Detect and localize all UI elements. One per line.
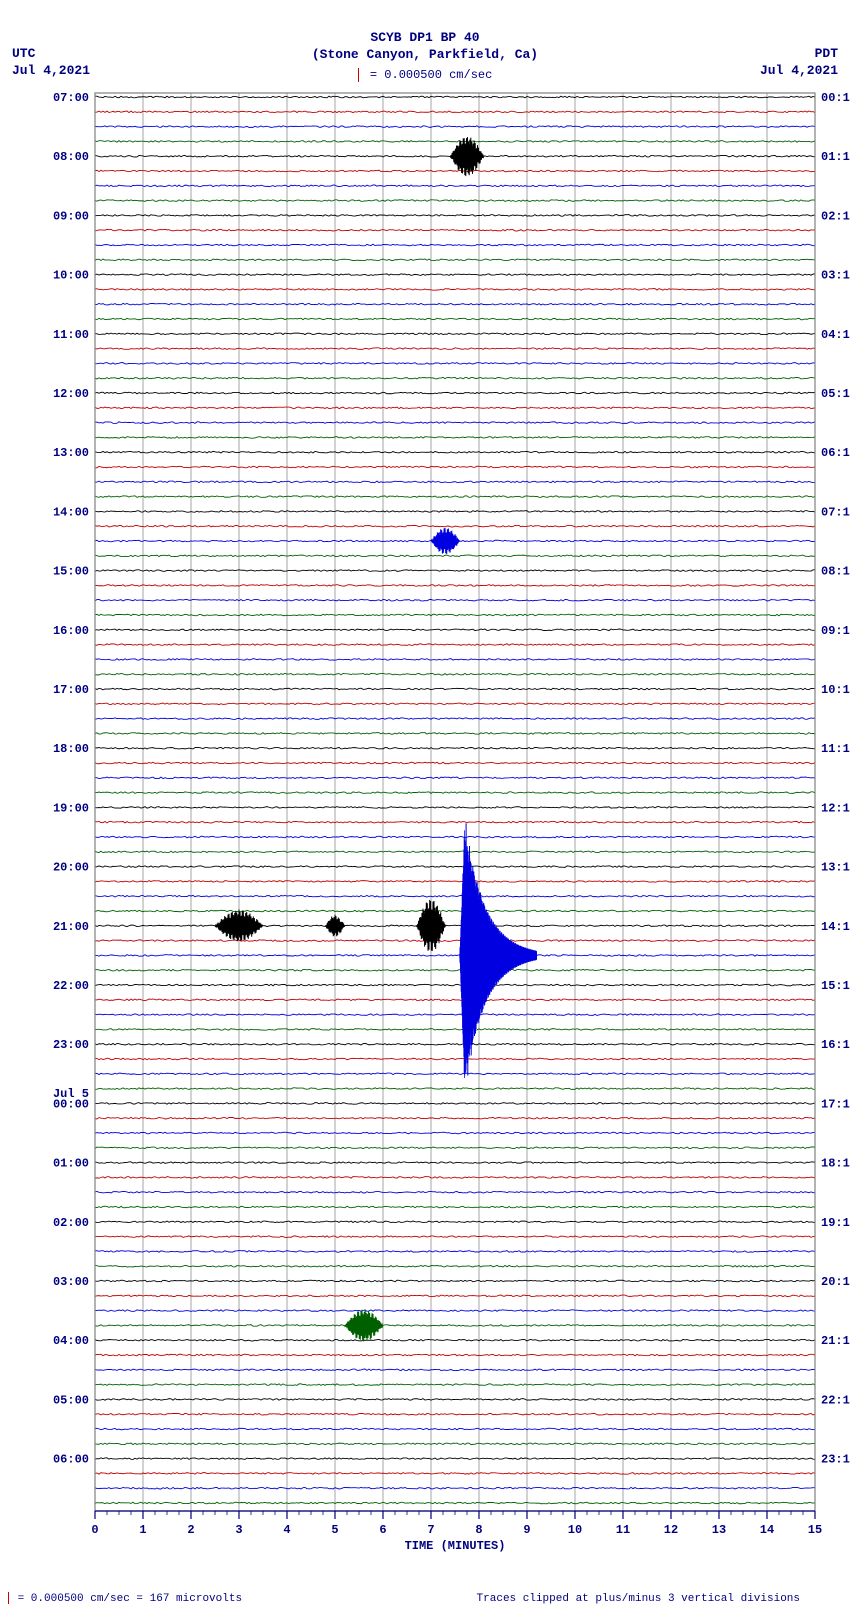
- svg-text:06:15: 06:15: [821, 446, 850, 460]
- svg-text:08:15: 08:15: [821, 565, 850, 579]
- chart-header: SCYB DP1 BP 40 (Stone Canyon, Parkfield,…: [0, 0, 850, 64]
- svg-text:08:00: 08:00: [53, 150, 89, 164]
- svg-text:0: 0: [91, 1523, 98, 1537]
- svg-text:17:15: 17:15: [821, 1097, 850, 1111]
- svg-text:12:00: 12:00: [53, 387, 89, 401]
- svg-text:07:00: 07:00: [53, 91, 89, 105]
- svg-text:19:15: 19:15: [821, 1216, 850, 1230]
- seismogram-plot: 0123456789101112131415TIME (MINUTES)07:0…: [50, 88, 770, 1548]
- svg-text:21:15: 21:15: [821, 1334, 850, 1348]
- scale-text: = 0.000500 cm/sec: [370, 68, 492, 82]
- svg-text:09:00: 09:00: [53, 209, 89, 223]
- footer-right: Traces clipped at plus/minus 3 vertical …: [477, 1593, 800, 1605]
- svg-text:15:15: 15:15: [821, 979, 850, 993]
- top-left-label: UTC Jul 4,2021: [12, 46, 90, 80]
- svg-text:11: 11: [616, 1523, 630, 1537]
- svg-text:4: 4: [283, 1523, 290, 1537]
- title-line2: (Stone Canyon, Parkfield, Ca): [0, 47, 850, 64]
- date-left: Jul 4,2021: [12, 63, 90, 78]
- svg-text:16:00: 16:00: [53, 624, 89, 638]
- svg-text:02:00: 02:00: [53, 1216, 89, 1230]
- svg-text:8: 8: [475, 1523, 482, 1537]
- top-right-label: PDT Jul 4,2021: [760, 46, 838, 80]
- svg-text:23:15: 23:15: [821, 1453, 850, 1467]
- svg-text:23:00: 23:00: [53, 1038, 89, 1052]
- svg-text:10:00: 10:00: [53, 269, 89, 283]
- svg-text:05:15: 05:15: [821, 387, 850, 401]
- tz-left: UTC: [12, 46, 35, 61]
- scale-indicator: = 0.000500 cm/sec: [0, 68, 850, 82]
- svg-text:12: 12: [664, 1523, 678, 1537]
- svg-text:14:15: 14:15: [821, 920, 850, 934]
- seismogram-container: UTC Jul 4,2021 PDT Jul 4,2021 SCYB DP1 B…: [0, 0, 850, 1613]
- svg-text:22:00: 22:00: [53, 979, 89, 993]
- svg-text:03:00: 03:00: [53, 1275, 89, 1289]
- svg-text:5: 5: [331, 1523, 338, 1537]
- title-line1: SCYB DP1 BP 40: [0, 30, 850, 47]
- footer-scale-bar-icon: [8, 1592, 9, 1604]
- svg-text:06:00: 06:00: [53, 1453, 89, 1467]
- scale-bar-icon: [358, 68, 359, 82]
- svg-text:13:15: 13:15: [821, 861, 850, 875]
- svg-text:10:15: 10:15: [821, 683, 850, 697]
- svg-text:02:15: 02:15: [821, 209, 850, 223]
- svg-text:11:00: 11:00: [53, 328, 89, 342]
- svg-text:14:00: 14:00: [53, 505, 89, 519]
- svg-text:09:15: 09:15: [821, 624, 850, 638]
- svg-text:05:00: 05:00: [53, 1393, 89, 1407]
- svg-text:03:15: 03:15: [821, 269, 850, 283]
- svg-text:9: 9: [523, 1523, 530, 1537]
- svg-text:16:15: 16:15: [821, 1038, 850, 1052]
- svg-text:17:00: 17:00: [53, 683, 89, 697]
- svg-text:04:00: 04:00: [53, 1334, 89, 1348]
- svg-text:1: 1: [139, 1523, 146, 1537]
- svg-text:6: 6: [379, 1523, 386, 1537]
- tz-right: PDT: [815, 46, 838, 61]
- svg-text:2: 2: [187, 1523, 194, 1537]
- svg-text:15: 15: [808, 1523, 822, 1537]
- svg-text:20:00: 20:00: [53, 861, 89, 875]
- svg-text:13: 13: [712, 1523, 726, 1537]
- svg-text:11:15: 11:15: [821, 742, 850, 756]
- svg-text:20:15: 20:15: [821, 1275, 850, 1289]
- svg-text:00:15: 00:15: [821, 91, 850, 105]
- svg-text:14: 14: [760, 1523, 774, 1537]
- svg-text:12:15: 12:15: [821, 801, 850, 815]
- seismogram-svg: 0123456789101112131415TIME (MINUTES)07:0…: [50, 88, 850, 1558]
- svg-text:3: 3: [235, 1523, 242, 1537]
- svg-text:18:00: 18:00: [53, 742, 89, 756]
- svg-text:04:15: 04:15: [821, 328, 850, 342]
- svg-text:00:00: 00:00: [53, 1097, 89, 1111]
- svg-text:7: 7: [427, 1523, 434, 1537]
- svg-text:01:00: 01:00: [53, 1157, 89, 1171]
- svg-text:TIME (MINUTES): TIME (MINUTES): [405, 1539, 506, 1553]
- svg-text:10: 10: [568, 1523, 582, 1537]
- footer-left-text: = 0.000500 cm/sec = 167 microvolts: [18, 1593, 242, 1605]
- svg-text:01:15: 01:15: [821, 150, 850, 164]
- footer-right-text: Traces clipped at plus/minus 3 vertical …: [477, 1593, 800, 1605]
- svg-text:18:15: 18:15: [821, 1157, 850, 1171]
- svg-text:19:00: 19:00: [53, 801, 89, 815]
- svg-text:13:00: 13:00: [53, 446, 89, 460]
- svg-text:22:15: 22:15: [821, 1393, 850, 1407]
- svg-text:21:00: 21:00: [53, 920, 89, 934]
- footer-left: = 0.000500 cm/sec = 167 microvolts: [6, 1592, 242, 1605]
- date-right: Jul 4,2021: [760, 63, 838, 78]
- svg-text:07:15: 07:15: [821, 505, 850, 519]
- svg-text:15:00: 15:00: [53, 565, 89, 579]
